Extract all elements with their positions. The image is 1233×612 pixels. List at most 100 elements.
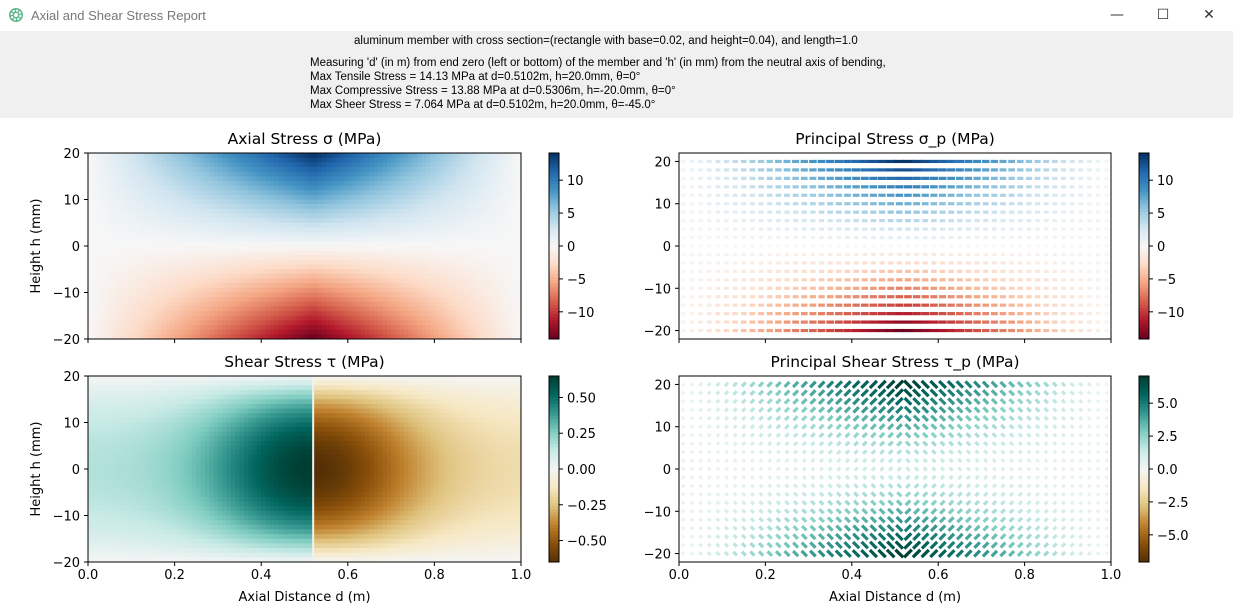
stress-glyph bbox=[783, 312, 791, 316]
heatmap-cell bbox=[317, 320, 323, 326]
heatmap-cell bbox=[100, 311, 106, 317]
heatmap-cell bbox=[135, 264, 141, 270]
stress-glyph bbox=[732, 210, 738, 214]
heatmap-cell bbox=[321, 301, 327, 308]
heatmap-cell bbox=[378, 227, 384, 233]
heatmap-cell bbox=[360, 264, 366, 270]
stress-glyph bbox=[921, 286, 929, 290]
heatmap-cell bbox=[499, 199, 505, 205]
maximize-button[interactable]: ☐ bbox=[1156, 7, 1170, 23]
heatmap-cell bbox=[217, 213, 223, 219]
heatmap-cell bbox=[196, 325, 202, 331]
heatmap-cell bbox=[391, 283, 397, 289]
heatmap-cell bbox=[222, 320, 228, 326]
heatmap-cell bbox=[447, 153, 453, 159]
heatmap-cell bbox=[456, 297, 461, 303]
heatmap-cell bbox=[477, 153, 483, 159]
heatmap-cell bbox=[256, 255, 262, 261]
heatmap-cell bbox=[235, 287, 241, 294]
heatmap-cell bbox=[135, 292, 141, 298]
heatmap-cell bbox=[477, 185, 483, 191]
heatmap-cell bbox=[447, 287, 453, 294]
heatmap-cell bbox=[378, 334, 384, 339]
heatmap-cell bbox=[187, 171, 193, 177]
heatmap-cell bbox=[165, 204, 171, 210]
heatmap-cell bbox=[282, 213, 288, 219]
heatmap-cell bbox=[183, 162, 189, 168]
heatmap-cell bbox=[183, 311, 189, 317]
heatmap-cell bbox=[343, 283, 349, 289]
heatmap-cell bbox=[404, 297, 410, 303]
heatmap-cell bbox=[482, 292, 487, 298]
heatmap-cell bbox=[499, 264, 505, 270]
close-button[interactable]: ✕ bbox=[1203, 7, 1215, 23]
heatmap-cell bbox=[157, 222, 163, 228]
heatmap-cell bbox=[369, 269, 375, 275]
stress-glyph bbox=[870, 210, 877, 214]
heatmap-cell bbox=[434, 208, 440, 215]
heatmap-cell bbox=[144, 194, 150, 201]
heatmap-cell bbox=[330, 236, 336, 242]
heatmap-cell bbox=[196, 278, 202, 284]
heatmap-cell bbox=[295, 199, 301, 205]
stress-glyph bbox=[964, 312, 973, 316]
heatmap-cell bbox=[408, 334, 414, 339]
heatmap-cell bbox=[378, 315, 384, 321]
heatmap-cell bbox=[131, 176, 137, 182]
stress-glyph bbox=[715, 168, 721, 172]
heatmap-cell bbox=[313, 194, 319, 201]
heatmap-cell bbox=[339, 157, 345, 163]
max-shear-stress: Max Sheer Stress = 7.064 MPa at d=0.5102… bbox=[310, 99, 656, 111]
stress-glyph bbox=[793, 210, 799, 214]
stress-glyph bbox=[689, 176, 695, 180]
heatmap-cell bbox=[434, 232, 440, 238]
heatmap-cell bbox=[447, 166, 453, 173]
heatmap-cell bbox=[187, 269, 193, 275]
heatmap-cell bbox=[170, 236, 176, 242]
stress-glyph bbox=[750, 210, 755, 214]
heatmap-cell bbox=[148, 255, 154, 261]
heatmap-cell bbox=[165, 185, 171, 191]
heatmap-cell bbox=[235, 315, 241, 321]
heatmap-cell bbox=[252, 180, 258, 187]
stress-glyph bbox=[903, 320, 913, 324]
stress-glyph bbox=[793, 227, 798, 231]
stress-glyph bbox=[1034, 185, 1041, 189]
stress-glyph bbox=[878, 295, 886, 299]
heatmap-cell bbox=[226, 283, 232, 289]
heatmap-cell bbox=[473, 301, 479, 308]
heatmap-cell bbox=[269, 180, 275, 187]
heatmap-cell bbox=[139, 264, 145, 270]
stress-glyph bbox=[801, 269, 807, 273]
heatmap-cell bbox=[96, 273, 102, 280]
heatmap-cell bbox=[386, 218, 392, 224]
heatmap-cell bbox=[213, 311, 219, 317]
heatmap-cell bbox=[100, 204, 106, 210]
stress-glyph bbox=[946, 159, 956, 164]
y-axis-label: Height h (mm) bbox=[29, 199, 44, 294]
heatmap-cell bbox=[187, 306, 193, 312]
heatmap-cell bbox=[404, 176, 410, 182]
heatmap-cell bbox=[352, 287, 358, 294]
heatmap-cell bbox=[252, 241, 258, 247]
heatmap-cell bbox=[356, 315, 362, 321]
heatmap-cell bbox=[447, 246, 453, 252]
stress-glyph bbox=[886, 295, 895, 299]
stress-glyph bbox=[940, 261, 946, 265]
heatmap-cell bbox=[360, 278, 366, 284]
heatmap-cell bbox=[230, 190, 236, 196]
heatmap-cell bbox=[122, 269, 128, 275]
heatmap-cell bbox=[464, 287, 470, 294]
heatmap-cell bbox=[209, 157, 215, 163]
heatmap-cell bbox=[287, 246, 293, 252]
heatmap-cell bbox=[295, 329, 301, 335]
stress-glyph bbox=[707, 269, 712, 273]
heatmap-cell bbox=[196, 199, 202, 205]
minimize-button[interactable]: — bbox=[1110, 7, 1124, 23]
heatmap-cell bbox=[460, 246, 466, 252]
heatmap-cell bbox=[317, 329, 323, 335]
heatmap-cell bbox=[503, 222, 509, 228]
stress-glyph bbox=[982, 176, 990, 180]
stress-glyph bbox=[740, 328, 747, 333]
stress-glyph bbox=[956, 278, 963, 282]
